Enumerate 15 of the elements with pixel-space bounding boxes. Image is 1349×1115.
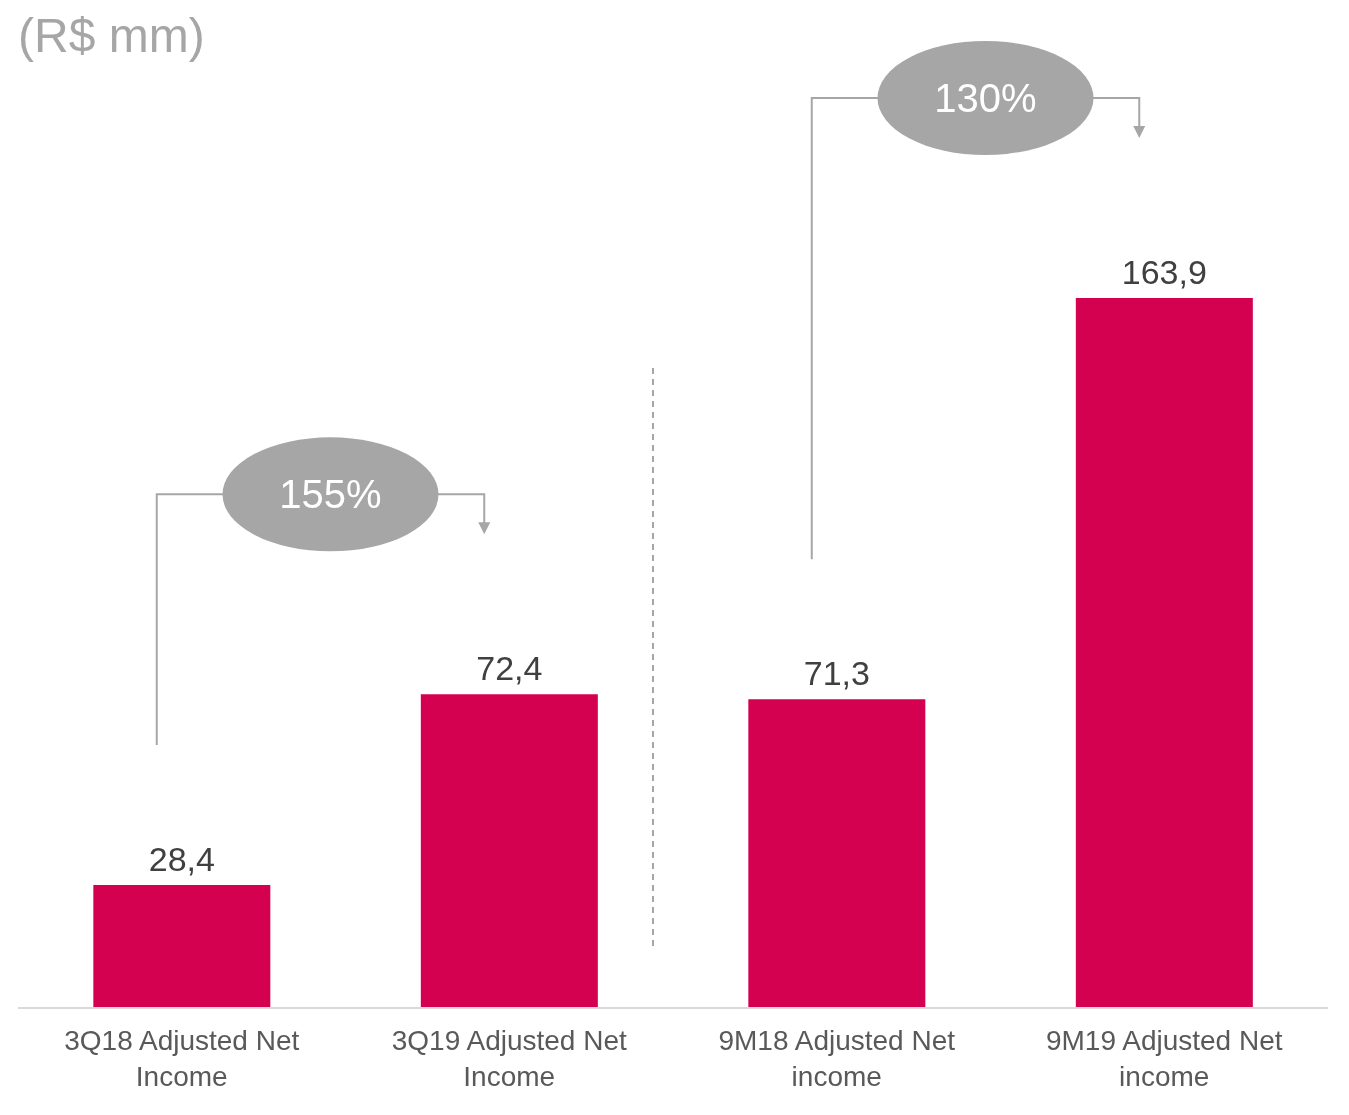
bar bbox=[93, 884, 271, 1008]
text: 130% bbox=[934, 76, 1037, 120]
x-tick-label: 9M19 Adjusted Net income bbox=[1045, 1025, 1283, 1092]
bar bbox=[748, 699, 926, 1008]
x-tick-label: 3Q19 Adjusted Net Income bbox=[391, 1025, 627, 1092]
x-tick-label: 3Q18 Adjusted Net Income bbox=[64, 1025, 300, 1092]
bar bbox=[420, 694, 598, 1008]
bar bbox=[1075, 298, 1253, 1008]
data-label: 28,4 bbox=[148, 839, 215, 878]
data-label: 163,9 bbox=[1121, 253, 1207, 291]
chart-title: (R$ mm) bbox=[18, 8, 205, 63]
data-label: 72,4 bbox=[476, 649, 543, 688]
data-label: 71,3 bbox=[803, 654, 870, 693]
annotation: 155% bbox=[279, 472, 382, 517]
x-tick-label: 9M18 Adjusted Net income bbox=[718, 1025, 956, 1092]
